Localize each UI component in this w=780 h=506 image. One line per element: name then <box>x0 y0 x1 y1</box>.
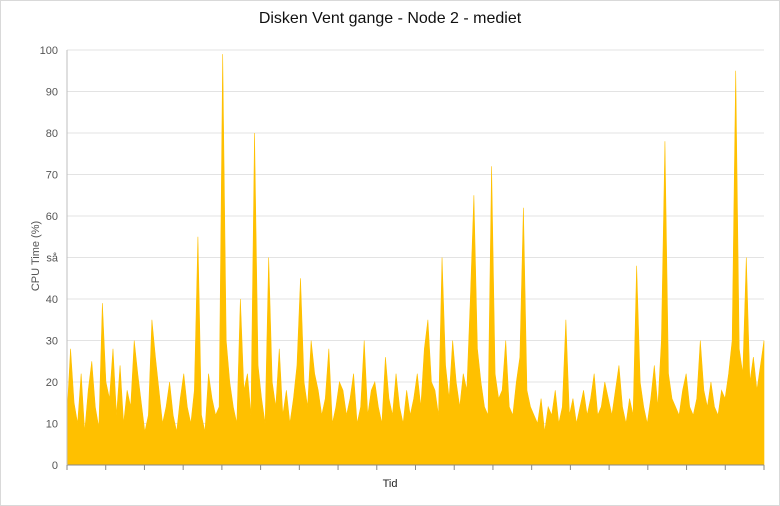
gridlines <box>67 49 764 466</box>
y-tick-label: 60 <box>46 211 58 223</box>
y-tick-label: 30 <box>46 336 58 348</box>
y-tick-label: 20 <box>46 377 58 389</box>
y-axis-ticks: 0 10 20 30 40 så 60 70 80 90 100 <box>40 45 59 472</box>
y-tick-label: 70 <box>46 170 58 182</box>
series-area <box>66 54 765 466</box>
x-axis-label: Tid <box>382 478 398 490</box>
y-tick-label: 10 <box>46 419 58 431</box>
chart-title: Disken Vent gange - Node 2 - mediet <box>258 10 522 27</box>
y-tick-label: 90 <box>46 87 58 99</box>
series-area-path <box>66 54 765 466</box>
y-tick-label: så <box>46 253 59 265</box>
y-tick-label: 0 <box>52 460 58 472</box>
y-tick-label: 40 <box>46 294 58 306</box>
y-tick-label: 100 <box>40 45 58 57</box>
axes <box>66 50 765 470</box>
y-tick-label: 80 <box>46 128 58 140</box>
